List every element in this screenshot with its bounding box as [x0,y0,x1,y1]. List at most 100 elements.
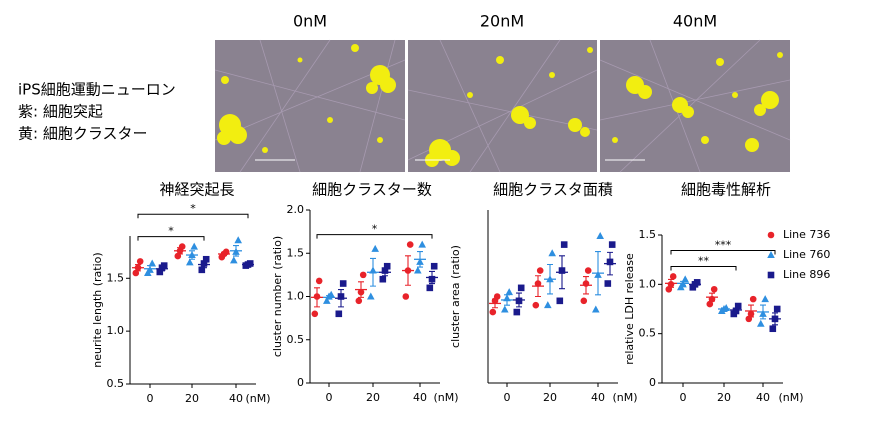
significance-bracket [316,234,433,239]
significance-label: * [168,225,174,238]
error-bar [233,244,239,257]
image-label: 0nM [293,12,327,31]
data-point [355,297,363,305]
data-point [379,275,387,283]
data-point [536,267,544,274]
error-bar [417,250,423,268]
error-bar [147,265,153,273]
error-bar [772,312,778,326]
y-tick-label: 0.5 [639,327,657,340]
data-point [761,295,769,303]
data-point [556,297,564,305]
error-bar [358,281,364,298]
data-point [681,275,689,283]
error-bar [245,262,251,267]
chart-title: 細胞毒性解析 [681,181,771,199]
legend-marker [767,251,775,258]
significance-bracket [137,213,249,219]
data-point [426,284,434,292]
significance-label: ** [698,254,710,267]
image-label: 40nM [673,12,717,31]
error-bar [748,304,754,318]
chart-title: 細胞クラスタ面積 [493,181,613,199]
micrograph [214,39,406,173]
significance-bracket [137,236,205,241]
data-point [323,296,331,304]
data-point [493,293,501,300]
error-bar [189,250,195,260]
error-bar [177,247,183,255]
x-tick-label: 0 [504,391,511,404]
error-bar [382,268,388,277]
y-tick-label: 0.5 [107,377,125,390]
micrograph [407,39,598,173]
error-bar [492,298,498,309]
description-line: 黄: 細胞クラスター [18,125,148,143]
x-tick-label: 40 [591,391,605,404]
data-point [230,256,238,264]
x-tick-label: 20 [185,392,199,405]
error-bar [721,307,727,311]
significance-label: *** [715,238,732,251]
data-point [359,271,367,279]
y-axis-label: cluster area (ratio) [449,245,462,348]
error-bar [535,275,541,298]
x-axis-label: (nM) [245,392,270,405]
error-bar [338,289,344,308]
data-point [560,241,568,248]
significance-bracket [670,249,776,255]
y-tick-label: 1.0 [639,277,657,290]
data-point [383,262,391,270]
data-point [160,262,168,269]
micrograph [599,39,791,173]
data-point [604,280,612,287]
y-tick-label: 1.0 [287,290,305,303]
data-point [505,288,513,296]
data-point [584,267,592,274]
data-point [430,262,438,270]
error-bar [583,276,589,295]
data-point [749,295,757,303]
data-point [402,293,410,300]
error-bar [559,255,565,290]
data-point [532,301,540,309]
data-point [548,249,556,257]
image-label: 20nM [480,12,524,31]
error-bar [405,255,411,286]
data-point [757,319,765,327]
error-bar [159,266,165,272]
legend-marker [767,271,775,279]
error-bar [709,292,715,302]
error-bar [547,263,553,295]
error-bar [760,304,766,320]
data-point [710,285,718,293]
significance-label: * [372,223,378,236]
x-tick-label: 0 [147,392,154,405]
error-bar [516,292,522,308]
error-bar [504,294,510,306]
legend-label: Line 896 [783,268,830,281]
error-bar [595,250,601,296]
legend-label: Line 760 [783,248,830,261]
data-point [311,310,319,318]
y-tick-label: 2.0 [287,203,305,216]
data-point [198,266,206,274]
y-axis-label: cluster number (ratio) [271,236,284,357]
data-point [513,308,521,316]
chart-title: 神経突起長 [159,181,234,199]
x-tick-label: 40 [413,391,427,404]
chart-title: 細胞クラスター数 [312,181,432,199]
data-point [693,279,701,286]
error-bar [135,263,141,272]
y-tick-label: 0 [297,376,304,389]
data-point [315,277,323,285]
error-bar [370,257,376,287]
y-tick-label: 1.5 [287,246,305,259]
data-point [596,231,604,239]
data-point [489,308,497,316]
error-bar [733,307,739,313]
y-axis-label: neurite length (ratio) [91,252,104,367]
data-point [156,268,164,276]
error-bar [607,251,613,276]
